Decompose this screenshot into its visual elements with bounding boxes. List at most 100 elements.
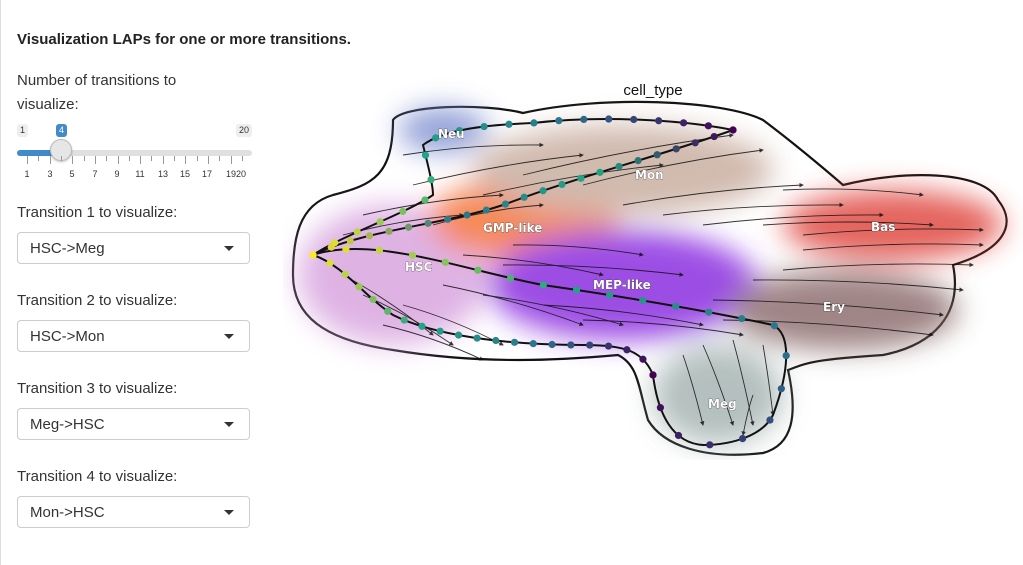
slider-tick [140, 156, 142, 164]
transition-3-select[interactable]: Meg->HSC [17, 408, 250, 440]
transition-2-label: Transition 2 to visualize: [17, 292, 178, 309]
lap-path-point [369, 295, 377, 304]
streamline [462, 254, 604, 277]
lap-path-point [705, 308, 713, 316]
lap-path-point [766, 416, 774, 424]
lap-path-point [604, 342, 613, 350]
lap-path-point [427, 175, 435, 184]
slider-min-label: 1 [17, 124, 29, 137]
lap-path-point [539, 281, 547, 289]
lap-path-point [326, 259, 334, 267]
streamline [702, 344, 735, 426]
cluster-label-neu: Neu [438, 127, 465, 141]
transition-1-select[interactable]: HSC->Meg [17, 232, 250, 264]
lap-path-point [455, 126, 464, 135]
cluster-label-mep-like: MEP-like [593, 278, 651, 292]
lap-path-point [653, 151, 661, 159]
slider-tick [72, 156, 74, 164]
lap-path-point [436, 327, 444, 335]
lap-path-point [530, 119, 538, 127]
lap-path-point [555, 117, 563, 125]
transitions-count-label: Number of transitions to visualize: [17, 72, 177, 113]
lap-path-point [672, 145, 680, 153]
lap-path-point [331, 239, 339, 247]
lap-path-point [342, 245, 350, 253]
cluster-label-mon: Mon [635, 168, 664, 182]
slider-tick [38, 156, 40, 161]
transition-4-select[interactable]: Mon->HSC [17, 496, 250, 528]
lap-path-point [704, 122, 712, 130]
transition-1-label: Transition 1 to visualize: [17, 204, 178, 221]
streamline [782, 188, 924, 197]
streamline [382, 324, 484, 361]
lap-path-point [649, 371, 657, 379]
slider-tick [196, 156, 198, 161]
slider-tick [208, 156, 210, 164]
lap-path-point [365, 232, 374, 240]
slider-tick-label: 9 [114, 169, 120, 179]
slider-tick-label: 7 [92, 169, 98, 179]
streamline [752, 279, 964, 292]
lap-path-point [421, 196, 429, 204]
slider-tick-label: 1 [24, 169, 30, 179]
lap-path-point [341, 270, 349, 278]
lap-path-point [548, 340, 556, 349]
lap-path-point [656, 404, 665, 412]
lap-path-point [418, 322, 426, 330]
lap-path-point [424, 219, 432, 227]
lap-path-point [577, 174, 585, 182]
chevron-down-icon [224, 510, 234, 515]
lap-path-point [567, 341, 575, 349]
slider-tick-labels: 1 3 5 7 9 11 13 15 17 1920 [17, 169, 252, 181]
slider-max-label: 20 [235, 124, 252, 137]
lap-path-point [639, 296, 647, 305]
cluster-label-ery: Ery [823, 300, 845, 314]
lap-path-point [510, 338, 519, 346]
slider-tick [185, 156, 187, 164]
lap-path-point [738, 435, 747, 443]
slider-ticks [17, 156, 252, 166]
slider-track-fill [17, 150, 61, 156]
lap-path-point [408, 251, 417, 259]
slider-tick-label: 3 [47, 169, 53, 179]
lap-path-point [482, 206, 490, 214]
slider-tick [83, 156, 85, 161]
slider-tick [106, 156, 108, 161]
lap-path-point [539, 187, 547, 195]
streamline [802, 227, 984, 236]
transition-3-value: Meg->HSC [30, 416, 105, 433]
lap-path-point [375, 246, 384, 254]
slider-tick [174, 156, 176, 161]
cluster-blob-hsc [298, 205, 488, 345]
lap-path-point [346, 237, 354, 245]
lap-path-point [355, 283, 363, 291]
transition-2-select[interactable]: HSC->Mon [17, 320, 250, 352]
lap-path-point [309, 251, 317, 259]
slider-tick-label: 5 [69, 169, 75, 179]
lap-path-point [605, 115, 613, 123]
lap-streamline-plot: cell_type Neu Mon GMP-like HSC MEP-like … [291, 82, 1008, 456]
chevron-down-icon [224, 246, 234, 251]
streamline [362, 192, 504, 216]
streamline [662, 202, 844, 216]
streamline [762, 221, 934, 227]
lap-path-point [596, 168, 604, 176]
cluster-label-bas: Bas [871, 220, 895, 234]
slider-tick-label: 11 [135, 169, 145, 179]
lap-path-point [706, 441, 714, 449]
transitions-count-slider[interactable]: 1 4 20 1 3 5 7 9 11 13 15 17 1920 [17, 122, 252, 182]
lap-path-point [404, 223, 413, 231]
streamline [762, 344, 775, 416]
lap-path-point [441, 258, 449, 266]
slider-track[interactable] [17, 150, 252, 156]
lap-path-point [738, 314, 746, 323]
transition-4-value: Mon->HSC [30, 504, 105, 521]
lap-path-point [492, 336, 500, 345]
lap-path-point [463, 211, 471, 219]
transition-1-value: HSC->Meg [30, 240, 105, 257]
lap-path-point [580, 115, 588, 124]
slider-tick [60, 156, 62, 161]
slider-tick [151, 156, 153, 161]
lap-path-point [615, 162, 623, 171]
cluster-blob-bas [783, 190, 1003, 260]
